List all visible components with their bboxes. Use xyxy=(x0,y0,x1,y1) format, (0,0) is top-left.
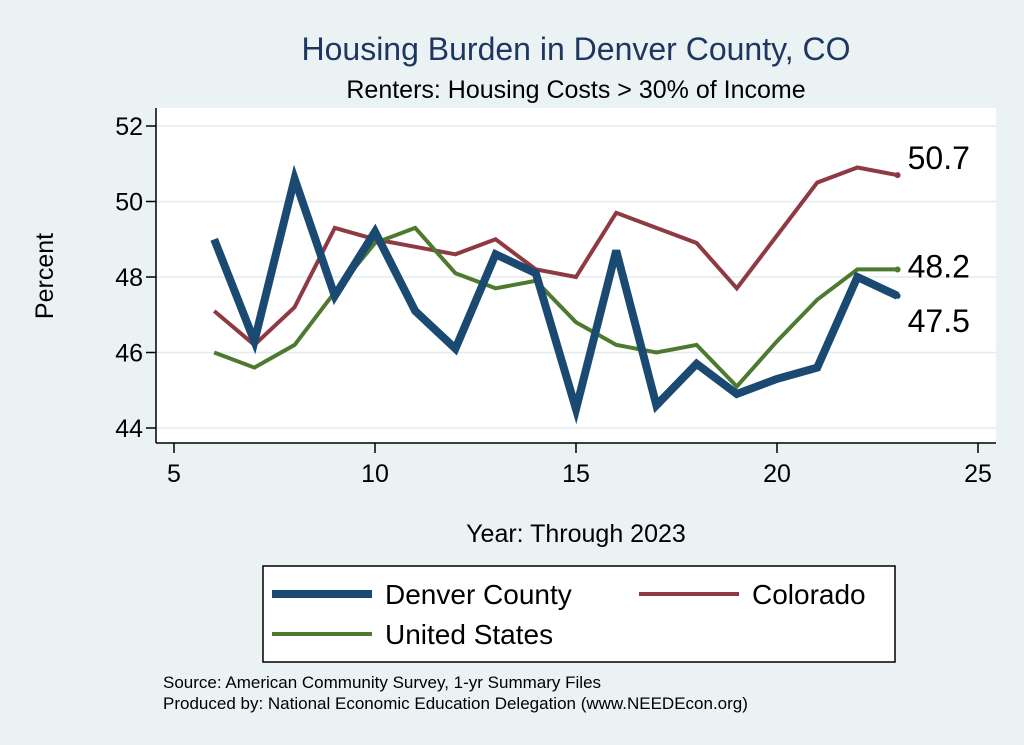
end-labels: 47.5 50.7 48.2 xyxy=(908,140,970,339)
end-label-denver-county: 47.5 xyxy=(908,303,970,339)
series-line-colorado xyxy=(212,165,898,348)
y-axis-title: Percent xyxy=(31,233,59,319)
x-axis-title: Year: Through 2023 xyxy=(466,520,686,548)
producer-note: Produced by: National Economic Education… xyxy=(163,694,748,713)
chart-subtitle: Renters: Housing Costs > 30% of Income xyxy=(346,76,805,104)
series-line-united-states xyxy=(213,225,898,390)
legend: Denver County Colorado United States xyxy=(262,565,896,663)
legend-label: Denver County xyxy=(385,579,572,610)
legend-label: Colorado xyxy=(752,579,866,610)
chart-title: Housing Burden in Denver County, CO xyxy=(301,31,850,67)
series-end-point xyxy=(894,172,901,179)
series-end-point xyxy=(894,266,901,273)
y-tick-label: 52 xyxy=(115,113,143,141)
legend-box xyxy=(262,565,896,663)
series-line-denver-county xyxy=(210,164,900,425)
y-tick-label: 46 xyxy=(115,340,143,368)
y-tick-label: 48 xyxy=(115,264,143,292)
end-label-united-states: 48.2 xyxy=(908,248,970,284)
y-tick-label: 50 xyxy=(115,189,143,217)
series-lines xyxy=(210,164,901,425)
series-end-point xyxy=(894,292,901,299)
x-tick-label: 15 xyxy=(562,460,590,488)
legend-label: United States xyxy=(385,619,553,650)
x-tick-label: 25 xyxy=(964,460,992,488)
end-label-colorado: 50.7 xyxy=(908,140,970,176)
x-tick-label: 5 xyxy=(167,460,181,488)
y-tick-label: 44 xyxy=(115,415,143,443)
axis-ticks: 44 46 48 50 52 5 10 15 20 25 xyxy=(115,113,992,488)
x-tick-label: 20 xyxy=(763,460,791,488)
source-note: Source: American Community Survey, 1-yr … xyxy=(163,673,601,692)
x-tick-label: 10 xyxy=(361,460,389,488)
